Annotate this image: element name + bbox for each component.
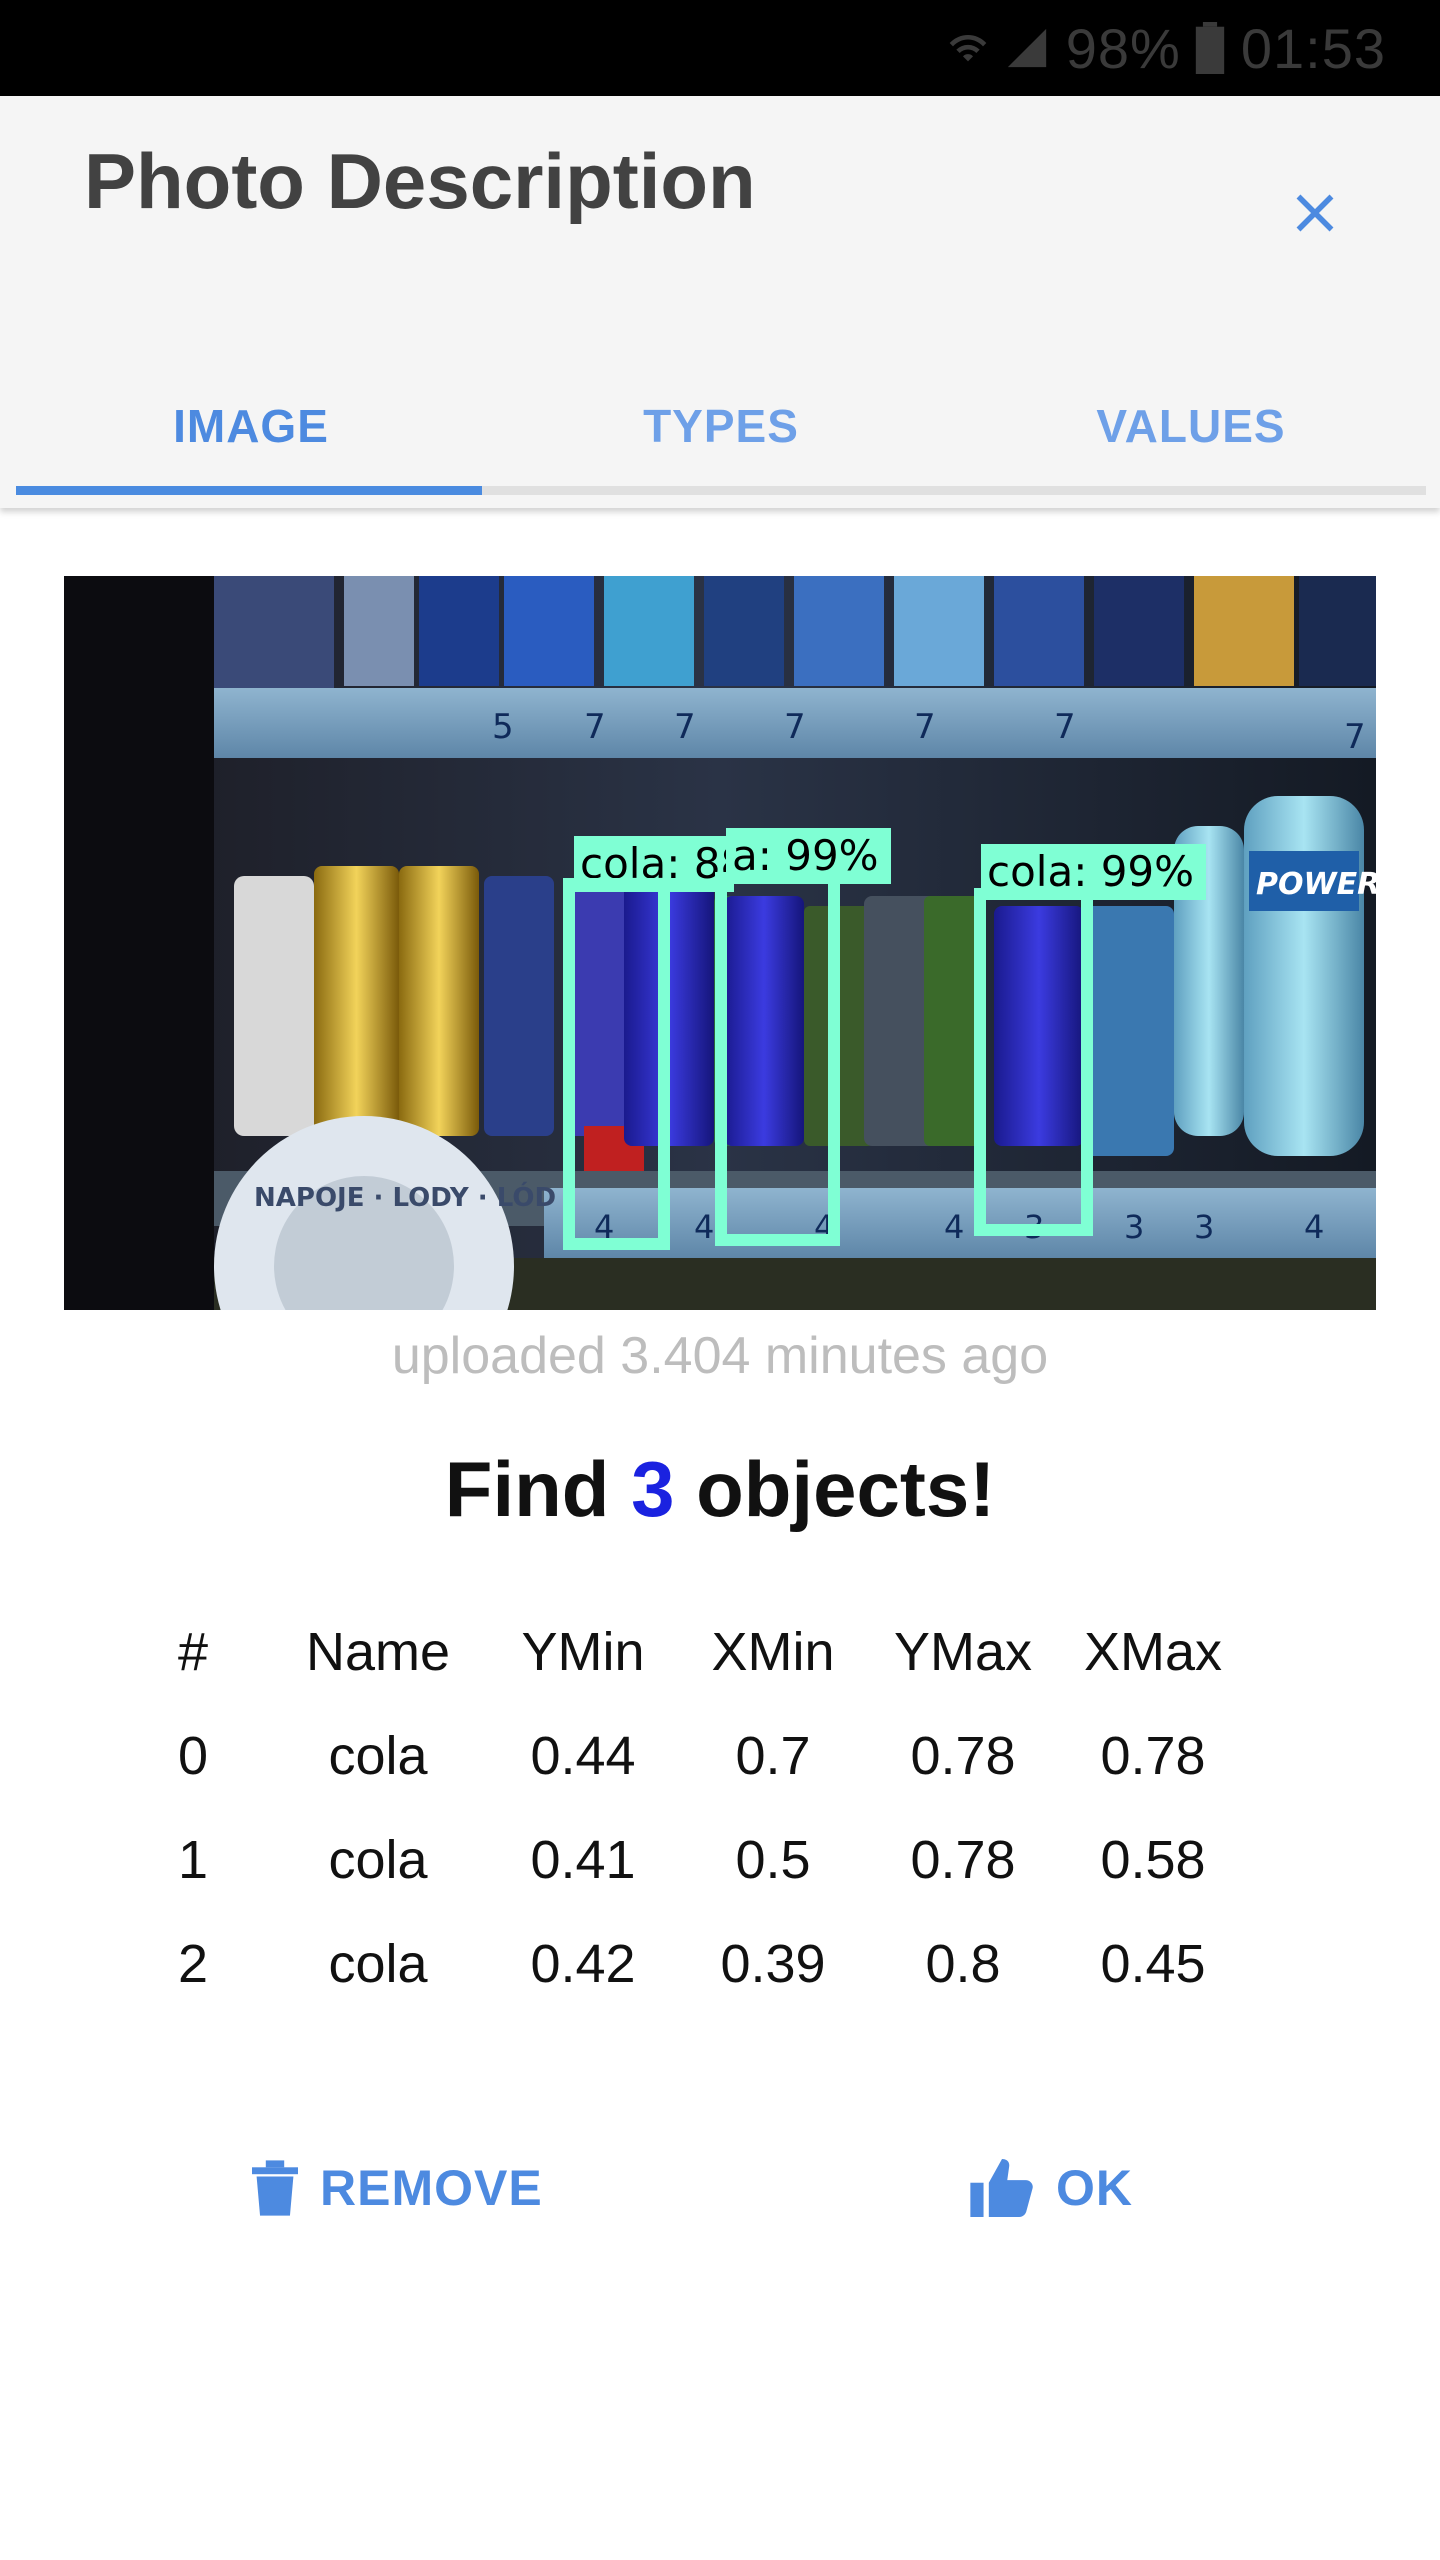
top-shelf-cans xyxy=(214,576,1376,696)
svg-text:NAPOJE · LODY · LÓD: NAPOJE · LODY · LÓD xyxy=(254,1181,556,1213)
cell-index: 0 xyxy=(178,1726,209,1786)
table-row: 2 cola 0.42 0.39 0.8 0.45 xyxy=(150,1912,1248,2016)
cell-xmin: 0.39 xyxy=(720,1934,826,1994)
header-name: Name xyxy=(305,1622,451,1682)
summary-suffix: objects! xyxy=(696,1445,996,1533)
cell-index: 1 xyxy=(178,1830,209,1890)
remove-label: REMOVE xyxy=(320,2160,543,2216)
status-bar: 98% 01:53 xyxy=(0,0,1440,96)
svg-text:cola: 99%: cola: 99% xyxy=(987,847,1194,896)
result-summary: Find 3 objects! xyxy=(0,1444,1440,1535)
table-row: 1 cola 0.41 0.5 0.78 0.58 xyxy=(150,1808,1248,1912)
table-header: # Name YMin XMin YMax XMax xyxy=(150,1600,1248,1704)
cell-xmax: 0.45 xyxy=(1100,1934,1206,1994)
tab-indicator xyxy=(16,486,482,495)
svg-text:3: 3 xyxy=(1124,1208,1144,1246)
cell-ymin: 0.44 xyxy=(530,1726,636,1786)
cell-xmin: 0.5 xyxy=(735,1830,811,1890)
header-xmax: XMax xyxy=(1083,1622,1223,1682)
object-count: 3 xyxy=(631,1445,675,1533)
cell-xmin: 0.7 xyxy=(735,1726,811,1786)
header-index: # xyxy=(178,1622,209,1682)
cell-name: cola xyxy=(328,1726,428,1786)
thumbs-up-icon xyxy=(970,2159,1033,2217)
svg-text:4: 4 xyxy=(944,1208,964,1246)
remove-button[interactable]: REMOVE xyxy=(252,2148,543,2228)
detection-box-2: cola: 99% xyxy=(974,844,1206,1236)
fridge-frame xyxy=(64,576,214,1310)
wifi-icon xyxy=(948,28,988,68)
tab-image[interactable]: IMAGE xyxy=(173,400,329,452)
svg-text:4: 4 xyxy=(1304,1208,1324,1246)
battery-percent: 98% xyxy=(1065,16,1181,80)
dialog-header: Photo Description IMAGE TYPES VALUES xyxy=(0,96,1440,508)
svg-text:7: 7 xyxy=(584,707,606,747)
ok-label: OK xyxy=(1056,2160,1133,2216)
middle-shelf-products: POWERADE xyxy=(234,796,1376,1186)
svg-text:7: 7 xyxy=(674,707,696,747)
header-ymax: YMax xyxy=(893,1622,1033,1682)
cell-xmax: 0.78 xyxy=(1100,1726,1206,1786)
tab-types[interactable]: TYPES xyxy=(643,400,799,452)
svg-text:4: 4 xyxy=(594,1208,614,1246)
svg-text:POWERADE: POWERADE xyxy=(1256,867,1376,902)
detection-box-0: cola: 88% xyxy=(563,836,787,1250)
cell-name: cola xyxy=(328,1830,428,1890)
tab-values[interactable]: VALUES xyxy=(1096,400,1286,452)
battery-icon xyxy=(1195,22,1225,74)
tab-bar: IMAGE TYPES VALUES xyxy=(0,366,1440,486)
bottom-price-rail xyxy=(544,1188,1376,1258)
signal-icon xyxy=(1004,25,1050,71)
trash-icon xyxy=(252,2160,298,2216)
cell-ymin: 0.41 xyxy=(530,1830,636,1890)
svg-text:7: 7 xyxy=(1054,707,1076,747)
header-ymin: YMin xyxy=(521,1622,645,1682)
cell-name: cola xyxy=(328,1934,428,1994)
clock: 01:53 xyxy=(1240,16,1386,80)
svg-text:7: 7 xyxy=(1344,717,1366,757)
tab-track xyxy=(16,486,1426,495)
dialog-title: Photo Description xyxy=(84,137,756,225)
svg-text:a: 99%: a: 99% xyxy=(732,831,879,880)
cell-xmax: 0.58 xyxy=(1100,1830,1206,1890)
top-price-rail xyxy=(214,688,1376,758)
cell-index: 2 xyxy=(178,1934,209,1994)
detection-box-1: a: 99% xyxy=(715,828,891,1246)
sticker: NAPOJE · LODY · LÓD xyxy=(214,1116,556,1310)
ok-button[interactable]: OK xyxy=(970,2148,1133,2228)
cell-ymax: 0.78 xyxy=(910,1726,1016,1786)
detections-table: # Name YMin XMin YMax XMax 0 cola 0.44 0… xyxy=(150,1600,1248,2016)
detection-photo: 5 7 7 7 7 7 7 POWERADE xyxy=(64,576,1376,1310)
svg-text:7: 7 xyxy=(914,707,936,747)
close-icon[interactable] xyxy=(1280,178,1350,248)
top-price-tags: 5 7 7 7 7 7 7 xyxy=(492,707,1366,757)
cell-ymax: 0.78 xyxy=(910,1830,1016,1890)
header-xmin: XMin xyxy=(711,1622,835,1682)
svg-text:5: 5 xyxy=(492,707,514,747)
cell-ymax: 0.8 xyxy=(925,1934,1001,1994)
summary-prefix: Find xyxy=(444,1445,610,1533)
photo-canvas: 5 7 7 7 7 7 7 POWERADE xyxy=(64,576,1376,1310)
svg-text:3: 3 xyxy=(1194,1208,1214,1246)
svg-text:4: 4 xyxy=(694,1208,714,1246)
cell-ymin: 0.42 xyxy=(530,1934,636,1994)
svg-text:7: 7 xyxy=(784,707,806,747)
upload-time: uploaded 3.404 minutes ago xyxy=(391,1327,1049,1385)
table-row: 0 cola 0.44 0.7 0.78 0.78 xyxy=(150,1704,1248,1808)
